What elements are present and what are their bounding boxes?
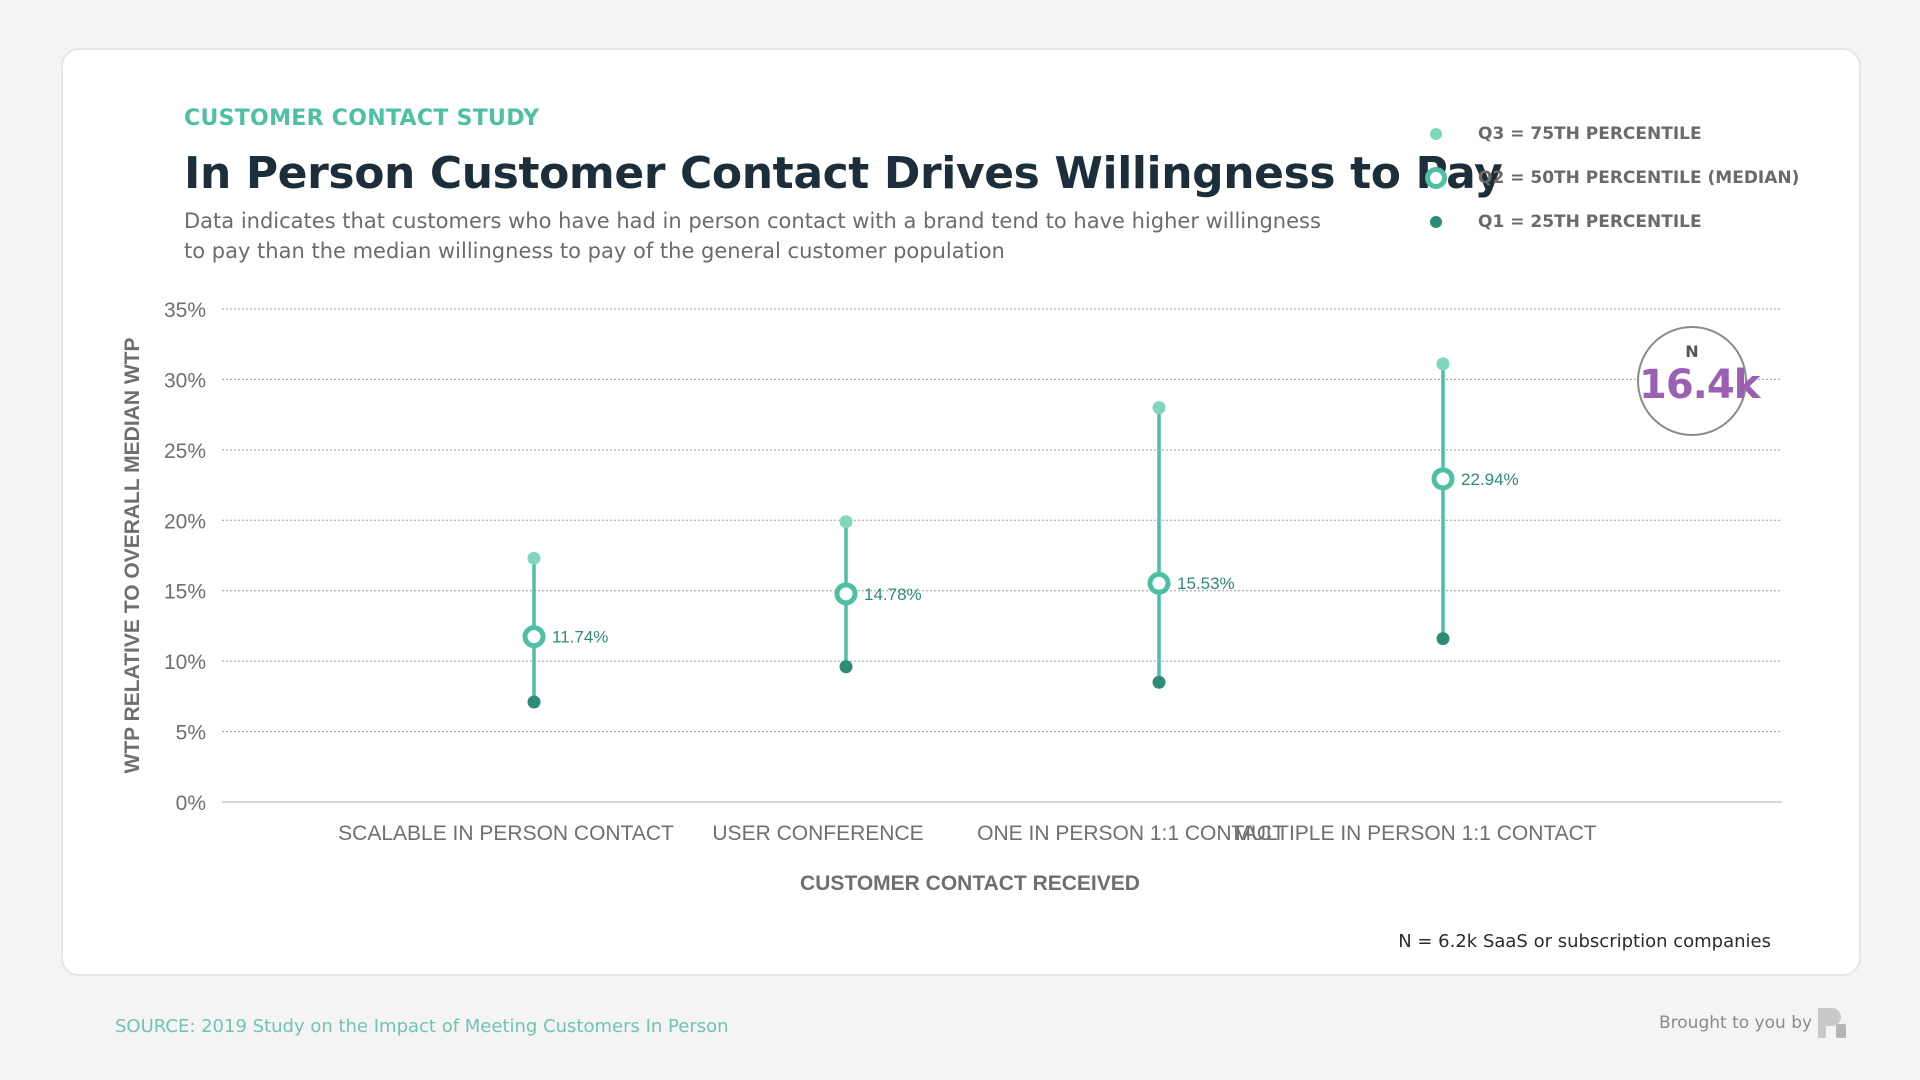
q3-point <box>1152 401 1166 415</box>
q1-point <box>527 695 541 709</box>
q3-point <box>527 551 541 565</box>
q3-point <box>1436 357 1450 371</box>
sample-size-label: N <box>1685 342 1699 361</box>
median-data-label: 14.78% <box>864 585 922 604</box>
q1-point <box>839 660 853 674</box>
legend-label-q3: Q3 = 75TH PERCENTILE <box>1478 124 1702 144</box>
x-axis-title: CUSTOMER CONTACT RECEIVED <box>800 872 1140 895</box>
y-tick-label: 30% <box>164 369 206 392</box>
page-title: In Person Customer Contact Drives Willin… <box>184 148 1503 199</box>
study-eyebrow: CUSTOMER CONTACT STUDY <box>184 106 540 131</box>
legend-label-q2: Q2 = 50TH PERCENTILE (MEDIAN) <box>1478 168 1800 188</box>
legend-item-q3: Q3 = 75TH PERCENTILE <box>1420 112 1799 156</box>
y-tick-label: 20% <box>164 510 206 533</box>
x-tick-label: MULTIPLE IN PERSON 1:1 CONTACT <box>1233 822 1596 845</box>
x-tick-label: SCALABLE IN PERSON CONTACT <box>338 822 674 845</box>
y-axis-title: WTP RELATIVE TO OVERALL MEDIAN WTP <box>121 338 144 774</box>
median-data-label: 15.53% <box>1177 574 1235 593</box>
q1-point <box>1152 675 1166 689</box>
q3-dot-icon <box>1420 112 1452 156</box>
x-tick-label: USER CONFERENCE <box>712 822 923 845</box>
median-point <box>522 625 546 649</box>
legend-item-q2: Q2 = 50TH PERCENTILE (MEDIAN) <box>1420 156 1799 200</box>
y-tick-label: 10% <box>164 651 206 674</box>
y-tick-label: 0% <box>176 792 206 815</box>
q1-point <box>1436 632 1450 646</box>
sample-size-badge: N 16.4k <box>1637 326 1760 436</box>
y-tick-label: 5% <box>176 722 206 745</box>
q1-dot-icon <box>1420 200 1452 244</box>
q2-ring-icon <box>1420 156 1452 200</box>
y-tick-label: 15% <box>164 581 206 604</box>
source-citation: SOURCE: 2019 Study on the Impact of Meet… <box>115 1016 729 1037</box>
y-tick-label: 35% <box>164 299 206 322</box>
median-point <box>1147 571 1171 595</box>
median-data-label: 22.94% <box>1461 470 1519 489</box>
median-data-label: 11.74% <box>552 628 608 647</box>
sample-size-value: 16.4k <box>1639 362 1760 408</box>
sample-note: N = 6.2k SaaS or subscription companies <box>1398 931 1771 952</box>
x-tick-label: ONE IN PERSON 1:1 CONTACT <box>977 822 1285 845</box>
legend-label-q1: Q1 = 25TH PERCENTILE <box>1478 212 1702 232</box>
median-point <box>834 582 858 606</box>
brought-to-you-by: Brought to you by <box>1659 1013 1813 1033</box>
page-subtitle: Data indicates that customers who have h… <box>184 209 1321 263</box>
brand-logo-icon <box>1818 1008 1846 1038</box>
chart-card <box>61 48 1861 976</box>
legend-item-q1: Q1 = 25TH PERCENTILE <box>1420 200 1799 244</box>
y-tick-label: 25% <box>164 440 206 463</box>
chart-legend: Q3 = 75TH PERCENTILE Q2 = 50TH PERCENTIL… <box>1420 112 1799 244</box>
median-point <box>1431 467 1455 491</box>
q3-point <box>839 515 853 529</box>
